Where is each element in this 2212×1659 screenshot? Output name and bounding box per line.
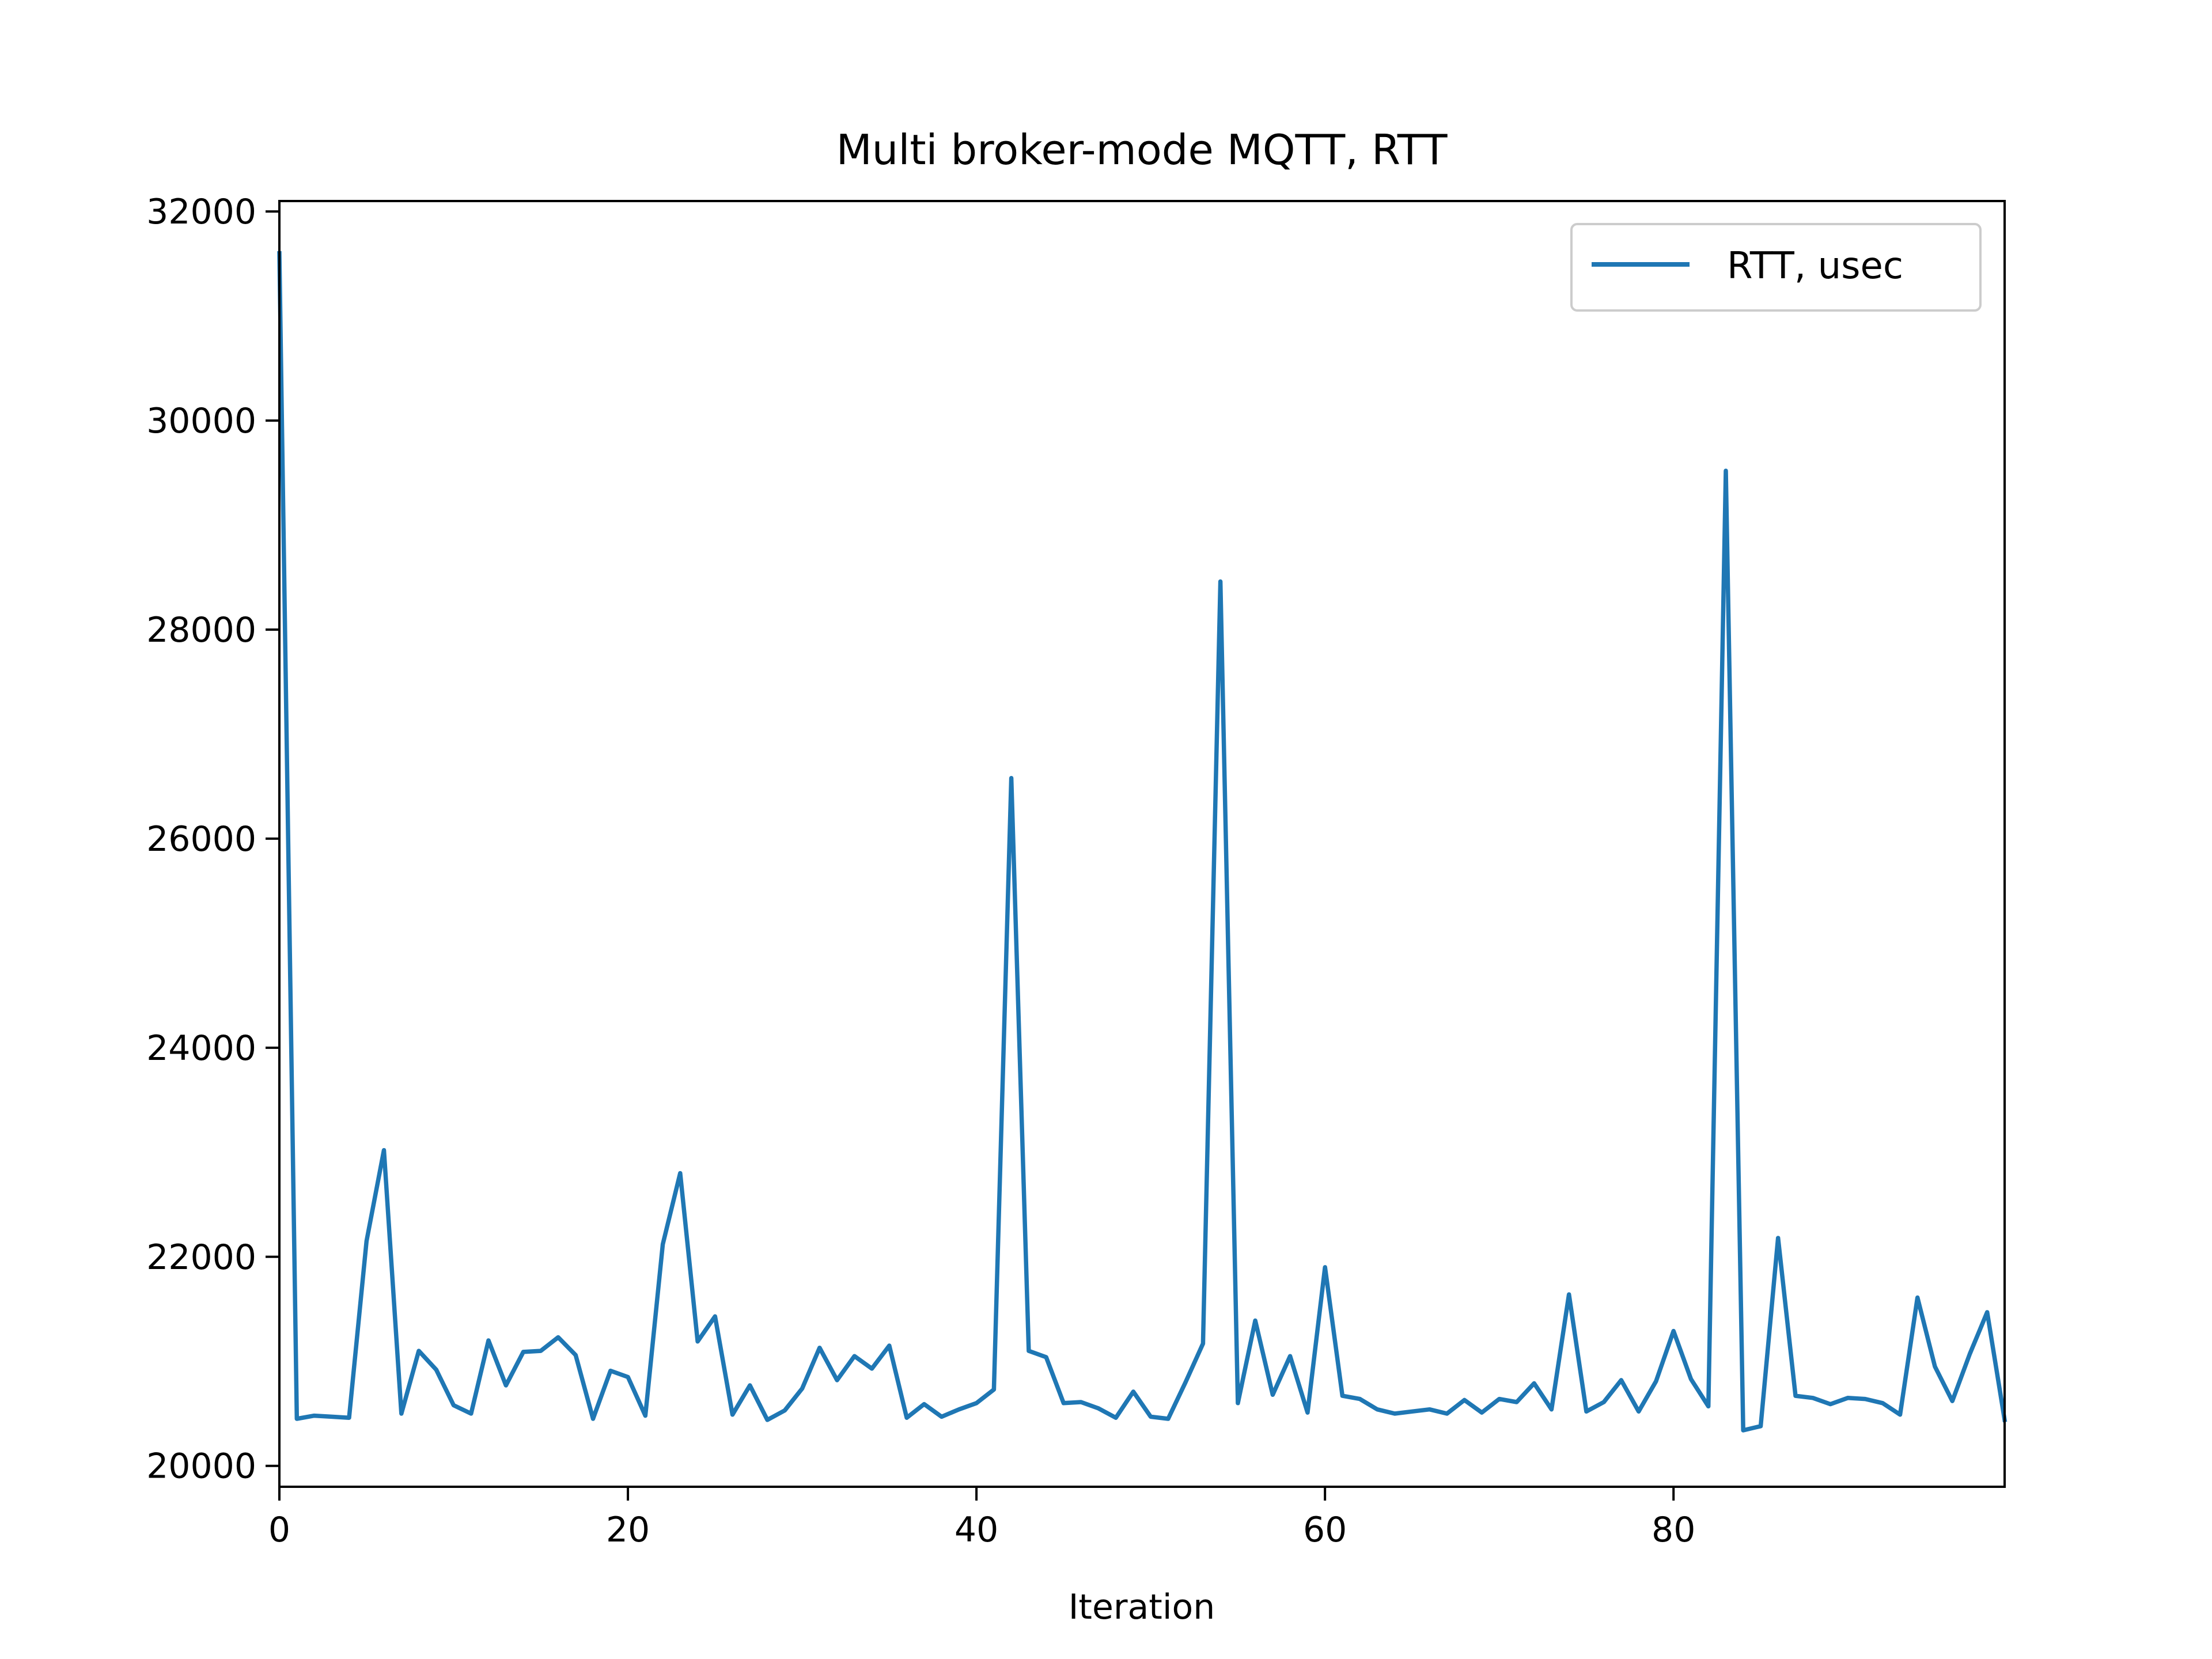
- plot-frame: [278, 200, 2006, 1488]
- y-tick-label: 22000: [146, 1237, 256, 1278]
- x-axis: 0 20 40 60 80: [268, 1487, 1695, 1550]
- x-tick-label: 20: [606, 1510, 650, 1550]
- y-tick-label: 20000: [146, 1446, 256, 1487]
- legend-label: RTT, usec: [1727, 245, 1903, 287]
- x-axis-label: Iteration: [1069, 1587, 1215, 1627]
- chart-title: Multi broker-mode MQTT, RTT: [836, 126, 1448, 174]
- legend: RTT, usec: [1570, 223, 1982, 312]
- y-tick-label: 26000: [146, 819, 256, 859]
- y-axis: 20000 22000 24000 26000 28000 30000 32000: [146, 192, 279, 1487]
- x-tick-label: 0: [268, 1510, 290, 1550]
- x-tick-label: 80: [1652, 1510, 1695, 1550]
- x-tick-label: 60: [1303, 1510, 1347, 1550]
- y-tick-label: 28000: [146, 610, 256, 650]
- x-tick-label: 40: [955, 1510, 998, 1550]
- y-tick-label: 30000: [146, 401, 256, 441]
- legend-box: [1570, 223, 1982, 312]
- y-tick-label: 32000: [146, 192, 256, 232]
- series-line: [277, 251, 2008, 1433]
- plot-area: [277, 251, 2008, 1433]
- y-tick-label: 24000: [146, 1028, 256, 1069]
